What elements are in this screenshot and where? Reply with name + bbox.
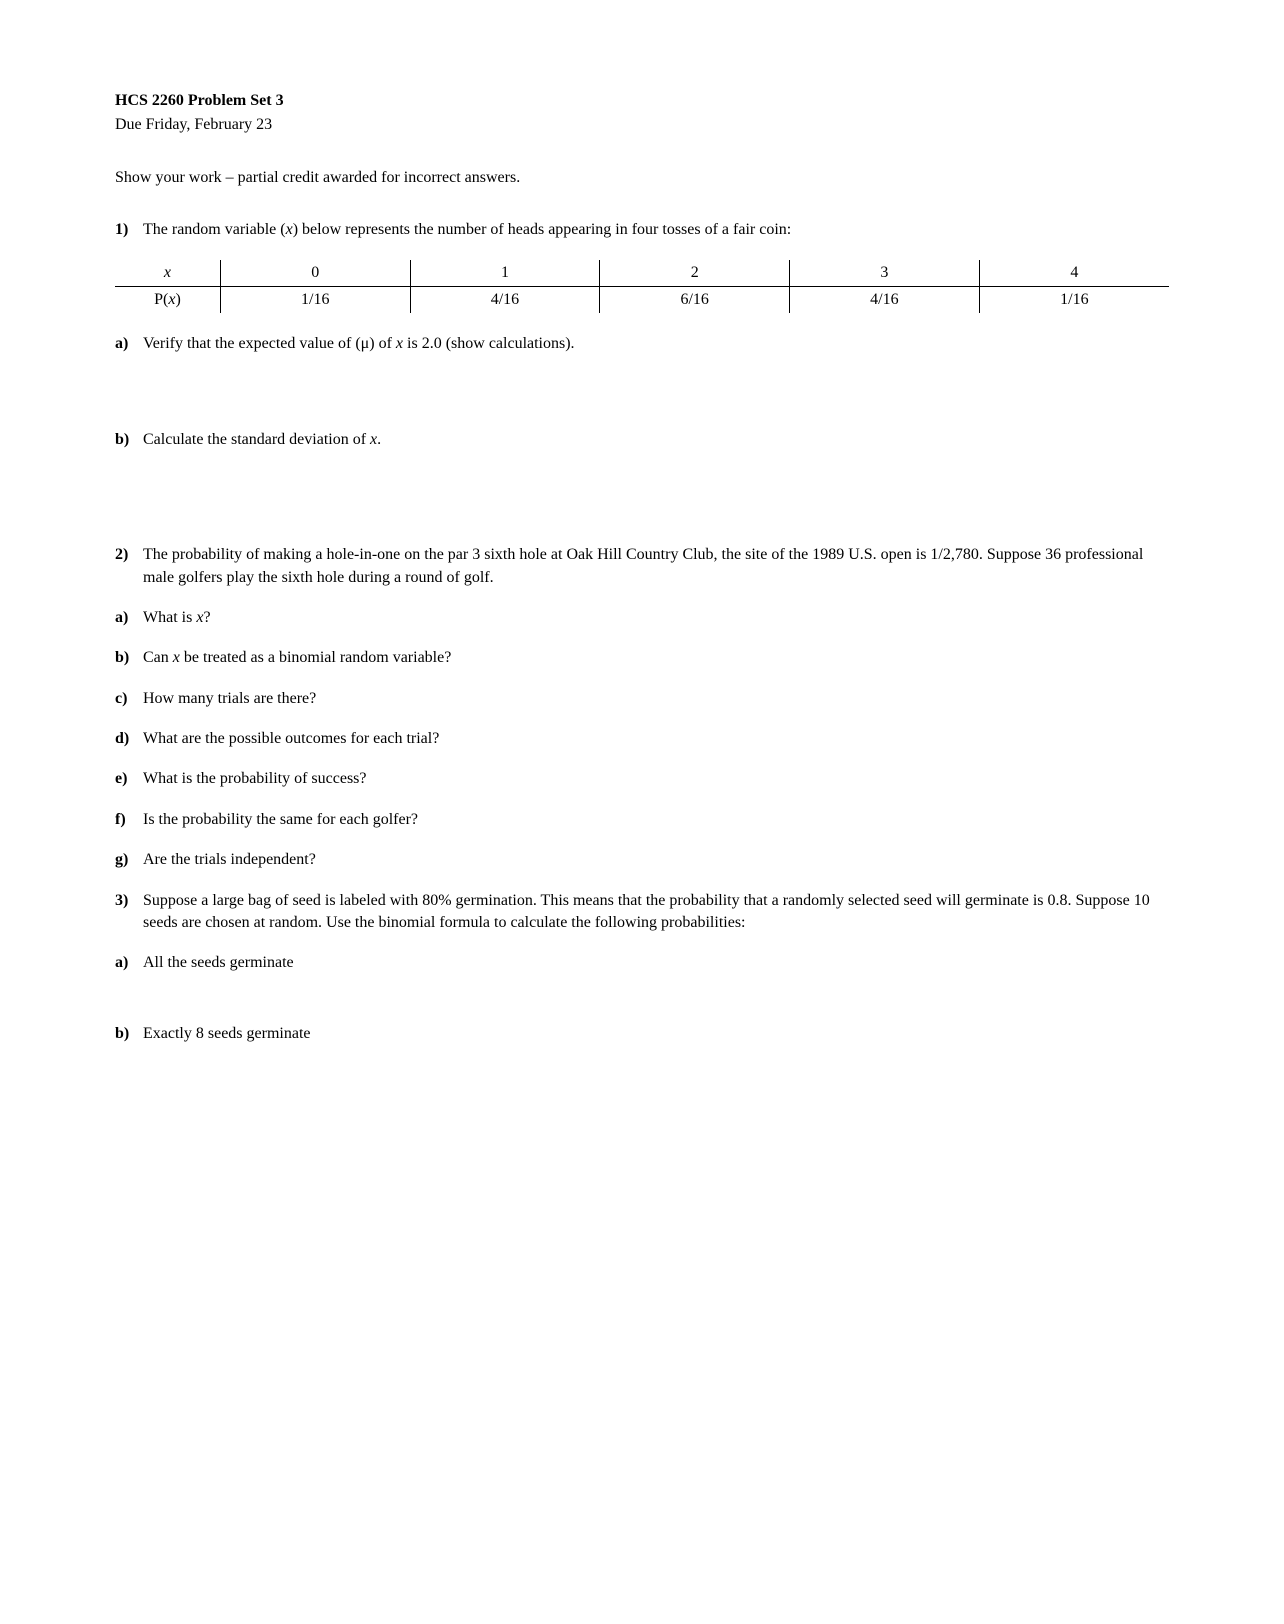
- q2e-body: What is the probability of success?: [143, 768, 1169, 790]
- table-cell: 3: [790, 260, 980, 287]
- table-row-px: P(x) 1/16 4/16 6/16 4/16 1/16: [115, 286, 1169, 313]
- q2-d: d) What are the possible outcomes for ea…: [115, 728, 1169, 750]
- q2e-marker: e): [115, 768, 143, 790]
- q1-body: The random variable (x) below represents…: [143, 219, 1169, 241]
- q3-b: b) Exactly 8 seeds germinate: [115, 1023, 1169, 1045]
- q2f-body: Is the probability the same for each gol…: [143, 809, 1169, 831]
- q3-marker: 3): [115, 890, 143, 935]
- q3-a: a) All the seeds germinate: [115, 952, 1169, 974]
- q2-b: b) Can x be treated as a binomial random…: [115, 647, 1169, 669]
- table-header-x: x: [115, 260, 220, 287]
- table-cell: 6/16: [600, 286, 790, 313]
- q1-a: a) Verify that the expected value of (μ)…: [115, 333, 1169, 355]
- table-cell: 0: [220, 260, 410, 287]
- table-cell: 1/16: [979, 286, 1169, 313]
- table-cell: 4: [979, 260, 1169, 287]
- q3a-body: All the seeds germinate: [143, 952, 1169, 974]
- q2-e: e) What is the probability of success?: [115, 768, 1169, 790]
- q1-b: b) Calculate the standard deviation of x…: [115, 429, 1169, 451]
- instructions: Show your work – partial credit awarded …: [115, 167, 1169, 189]
- q3b-body: Exactly 8 seeds germinate: [143, 1023, 1169, 1045]
- table-cell: 1/16: [220, 286, 410, 313]
- q2-f: f) Is the probability the same for each …: [115, 809, 1169, 831]
- table-header-px: P(x): [115, 286, 220, 313]
- q1b-body: Calculate the standard deviation of x.: [143, 429, 1169, 451]
- probability-table: x 0 1 2 3 4 P(x) 1/16 4/16 6/16 4/16 1/1…: [115, 260, 1169, 314]
- q2a-marker: a): [115, 607, 143, 629]
- q2d-marker: d): [115, 728, 143, 750]
- q2b-body: Can x be treated as a binomial random va…: [143, 647, 1169, 669]
- table-cell: 4/16: [790, 286, 980, 313]
- table-cell: 1: [410, 260, 600, 287]
- table-cell: 2: [600, 260, 790, 287]
- q3-body: Suppose a large bag of seed is labeled w…: [143, 890, 1169, 935]
- q2c-marker: c): [115, 688, 143, 710]
- question-2: 2) The probability of making a hole-in-o…: [115, 544, 1169, 589]
- q1a-body: Verify that the expected value of (μ) of…: [143, 333, 1169, 355]
- q2-g: g) Are the trials independent?: [115, 849, 1169, 871]
- q1a-marker: a): [115, 333, 143, 355]
- table-cell: 4/16: [410, 286, 600, 313]
- q3a-marker: a): [115, 952, 143, 974]
- document-title: HCS 2260 Problem Set 3: [115, 90, 1169, 112]
- q2-a: a) What is x?: [115, 607, 1169, 629]
- q2c-body: How many trials are there?: [143, 688, 1169, 710]
- question-1: 1) The random variable (x) below represe…: [115, 219, 1169, 241]
- q2-body: The probability of making a hole-in-one …: [143, 544, 1169, 589]
- due-date: Due Friday, February 23: [115, 114, 1169, 136]
- q2g-marker: g): [115, 849, 143, 871]
- q2a-body: What is x?: [143, 607, 1169, 629]
- q2-marker: 2): [115, 544, 143, 589]
- q3b-marker: b): [115, 1023, 143, 1045]
- q2d-body: What are the possible outcomes for each …: [143, 728, 1169, 750]
- q1b-marker: b): [115, 429, 143, 451]
- table-row-x: x 0 1 2 3 4: [115, 260, 1169, 287]
- question-3: 3) Suppose a large bag of seed is labele…: [115, 890, 1169, 935]
- q2b-marker: b): [115, 647, 143, 669]
- q2-c: c) How many trials are there?: [115, 688, 1169, 710]
- q1-marker: 1): [115, 219, 143, 241]
- q2g-body: Are the trials independent?: [143, 849, 1169, 871]
- q2f-marker: f): [115, 809, 143, 831]
